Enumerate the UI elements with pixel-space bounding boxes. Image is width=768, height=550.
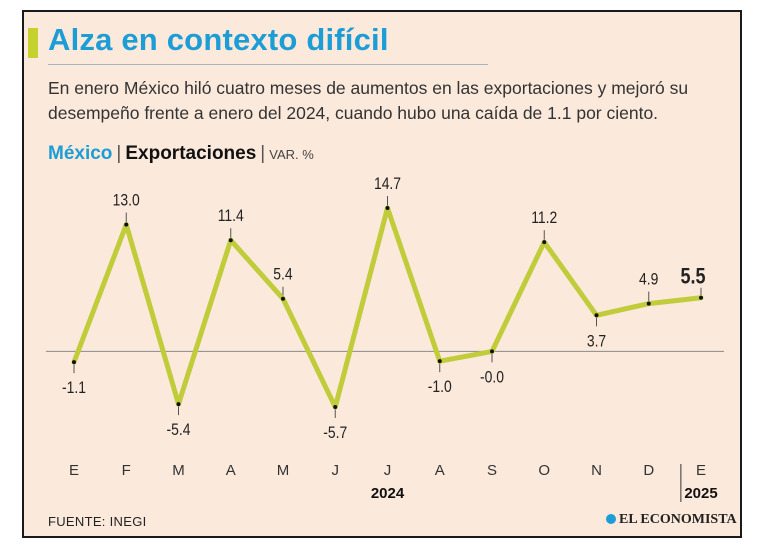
value-label-3: 11.4	[218, 207, 244, 226]
value-label-10: 3.7	[587, 332, 606, 351]
value-label-12: 5.5	[680, 265, 705, 289]
value-label-0: -1.1	[62, 379, 86, 398]
brand-logo: EL ECONOMISTA	[606, 512, 737, 528]
x-tick-0: E	[69, 462, 79, 479]
subtitle: En enero México hiló cuatro meses de aum…	[48, 78, 689, 123]
x-tick-12: E	[696, 462, 706, 479]
x-tick-2: M	[172, 462, 185, 479]
data-point-2	[176, 402, 181, 407]
title-divider	[48, 64, 488, 65]
value-labels: -1.1 13.0 -5.4 11.4 5.4 -5.7 14.7 -1.0 -0.0 11.2 3…	[62, 175, 706, 443]
chart-country: México	[48, 143, 113, 164]
x-tick-3: A	[226, 462, 236, 479]
data-point-6	[385, 206, 390, 210]
value-label-9: 11.2	[531, 209, 557, 228]
exports-line-chart: -1.1 13.0 -5.4 11.4 5.4 -5.7 14.7 -1.0 -0.0 11.2 3…	[46, 175, 724, 502]
chart-indicator: Exportaciones	[125, 143, 257, 164]
value-label-1: 13.0	[113, 191, 140, 210]
label-leaders	[73, 196, 702, 418]
data-point-1	[124, 222, 129, 227]
data-point-12	[699, 295, 703, 300]
source-note: FUENTE: INEGI	[48, 514, 147, 529]
brand-name: EL ECONOMISTA	[619, 512, 737, 527]
x-tick-11: D	[643, 462, 654, 479]
chart-header: México | Exportaciones | VAR. %	[48, 143, 314, 165]
x-tick-1: F	[122, 462, 131, 479]
x-tick-10: N	[591, 462, 602, 479]
value-label-2: -5.4	[166, 421, 190, 440]
data-point-9	[542, 240, 547, 245]
infographic-card: Alza en contexto difícil En enero México…	[22, 10, 742, 538]
value-label-7: -1.0	[428, 378, 452, 397]
data-point-8	[490, 349, 494, 354]
data-point-11	[646, 301, 651, 306]
data-point-0	[72, 360, 76, 365]
chart-header-separator-2: |	[260, 143, 266, 164]
data-point-7	[437, 359, 442, 364]
value-label-6: 14.7	[374, 175, 401, 194]
data-point-5	[333, 405, 338, 409]
value-label-5: -5.7	[323, 424, 347, 443]
data-point-4	[281, 296, 285, 301]
x-tick-6: J	[384, 462, 392, 479]
year-label-1: 2025	[684, 485, 717, 502]
x-tick-9: O	[538, 462, 550, 479]
title-accent-bar	[28, 28, 38, 58]
x-tick-7: A	[435, 462, 445, 479]
brand-icon	[606, 514, 616, 524]
year-labels: 2024 2025	[371, 464, 718, 502]
value-label-11: 4.9	[639, 270, 658, 289]
x-tick-5: J	[332, 462, 340, 479]
page-title: Alza en contexto difícil	[48, 22, 389, 57]
data-points	[72, 206, 703, 409]
chart-unit: VAR. %	[269, 147, 314, 162]
value-label-8: -0.0	[480, 368, 504, 387]
data-point-3	[228, 238, 233, 243]
data-point-10	[594, 313, 599, 318]
x-tick-4: M	[277, 462, 290, 479]
year-label-0: 2024	[371, 485, 405, 502]
value-label-4: 5.4	[273, 266, 293, 285]
chart-header-separator: |	[116, 143, 122, 164]
x-tick-8: S	[487, 462, 497, 479]
series-line	[71, 205, 704, 410]
